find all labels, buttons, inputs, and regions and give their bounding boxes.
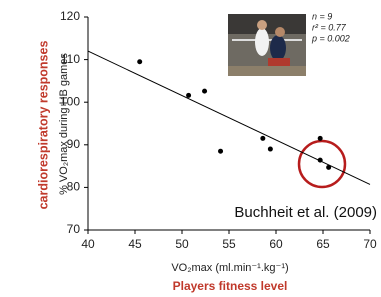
chart: cardiorespiratory responses % VO₂max dur… (0, 0, 381, 297)
x-axis-title: VO₂max (ml.min⁻¹.kg⁻¹) (171, 262, 288, 274)
y-axis-title: % VO₂max during HB games (58, 53, 70, 195)
point (318, 136, 323, 141)
bottom-label: Players fitness level (173, 279, 288, 293)
side-label: cardiorespiratory responses (36, 41, 50, 210)
point (326, 165, 331, 170)
y-tick-label: 80 (67, 180, 81, 194)
stat: p = 0.002 (311, 33, 350, 43)
highlight-circle (299, 141, 345, 187)
y-tick-label: 70 (67, 222, 81, 236)
x-tick-label: 55 (222, 237, 236, 251)
x-tick-label: 70 (363, 237, 377, 251)
point (260, 136, 265, 141)
point (268, 147, 273, 152)
stat: n = 9 (312, 11, 332, 21)
point (137, 59, 142, 64)
x-tick-label: 45 (128, 237, 142, 251)
y-tick-label: 90 (67, 137, 81, 151)
x-tick-label: 65 (316, 237, 330, 251)
y-tick-label: 110 (61, 52, 80, 66)
y-tick-label: 100 (60, 94, 80, 108)
x-tick-label: 60 (269, 237, 283, 251)
y-tick-label: 120 (60, 9, 80, 23)
x-tick-label: 50 (175, 237, 189, 251)
stat: r² = 0.77 (312, 22, 347, 32)
photo (228, 14, 306, 76)
point (202, 89, 207, 94)
citation: Buchheit et al. (2009) (234, 204, 377, 221)
point (218, 149, 223, 154)
point (318, 158, 323, 163)
x-tick-label: 40 (81, 237, 95, 251)
point (186, 93, 191, 98)
